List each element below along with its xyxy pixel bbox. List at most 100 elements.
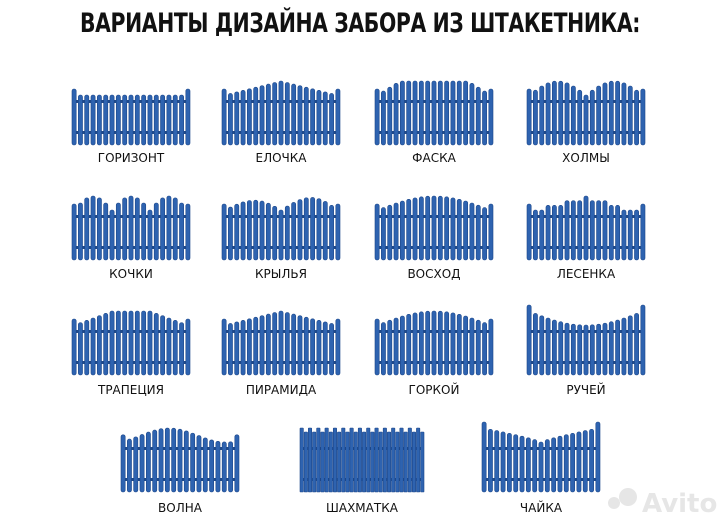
picket [141,94,147,146]
picket [320,431,325,493]
picket [431,310,437,376]
picket [456,80,462,146]
fence-card: КОЧКИ [71,195,191,281]
picket [425,80,431,146]
fence-card: РУЧЕЙ [526,304,646,397]
fence-label: РУЧЕЙ [566,382,605,397]
picket [399,427,404,493]
fence [221,310,341,376]
picket [488,318,494,376]
picket [564,82,570,146]
picket [374,203,380,261]
picket [228,93,233,146]
picket [84,197,90,261]
picket [381,322,386,376]
picket [166,94,172,146]
picket [259,85,265,146]
picket [84,320,90,376]
picket [382,427,387,493]
picket [602,322,608,376]
picket [463,80,469,146]
picket [240,320,246,376]
picket [545,82,551,146]
picket [539,209,545,261]
picket [84,94,90,146]
picket [153,313,159,376]
picket [310,88,316,146]
picket [393,317,399,376]
picket [482,322,487,376]
fence-label: ШАХМАТКА [326,501,399,515]
picket [545,205,551,261]
picket [621,82,627,146]
picket [172,320,178,376]
picket [463,200,469,261]
picket [564,200,570,261]
fence-card: ТРАПЕЦИЯ [71,310,191,397]
picket [370,431,375,493]
picket [506,432,512,493]
fence-label: ХОЛМЫ [562,151,610,165]
picket [183,430,189,493]
picket [437,310,443,376]
picket [577,324,583,376]
picket [153,202,159,261]
picket [90,317,96,376]
picket [437,80,443,146]
fence-card: ЕЛОЧКА [221,80,341,165]
picket [324,427,329,493]
picket [395,431,400,493]
picket [246,318,252,376]
picket [345,431,350,493]
picket [545,317,551,376]
picket [418,196,424,261]
fence-card: ФАСКА [374,80,494,165]
picket [570,432,576,493]
picket [634,209,639,261]
picket [259,315,265,376]
watermark-dot [608,497,620,509]
watermark-dot [619,488,637,506]
picket [374,427,379,493]
picket [322,321,328,376]
picket [353,431,358,493]
picket [411,431,416,493]
picket [335,318,341,376]
picket [134,94,140,146]
picket [322,201,328,261]
picket [133,436,139,493]
picket [228,441,233,493]
picket [564,322,570,376]
picket [608,205,614,261]
fence-label: ГОРИЗОНТ [98,151,165,165]
picket [425,195,431,261]
picket [221,203,227,261]
picket [399,315,405,376]
picket [303,197,309,261]
picket [291,313,297,376]
picket [115,310,121,376]
picket [456,198,462,261]
picket [128,195,134,261]
picket [134,310,140,376]
picket [272,312,278,376]
picket [412,197,418,261]
picket [160,94,166,146]
picket [399,200,405,261]
picket [96,315,102,376]
picket [272,82,278,146]
picket [265,202,271,261]
picket [583,94,589,146]
picket [122,310,128,376]
picket [329,93,334,146]
watermark: Avito [608,488,717,519]
fence-card: ХОЛМЫ [526,80,646,165]
fence-label: ВОЛНА [158,501,203,515]
picket [481,421,487,493]
picket [602,200,608,261]
picket [544,439,550,493]
picket [381,207,386,261]
picket [246,200,252,261]
fence-label: ЕЛОЧКА [255,151,307,165]
picket [177,428,183,493]
